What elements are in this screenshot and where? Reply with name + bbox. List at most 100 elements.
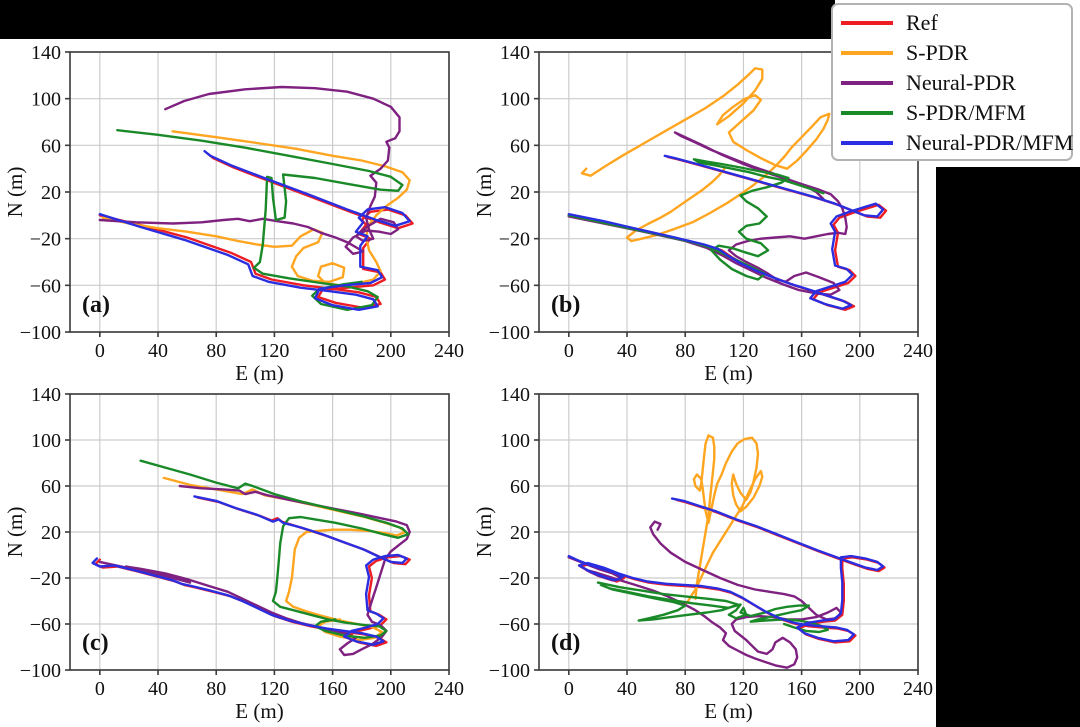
x-tick-label: 40 xyxy=(617,340,637,362)
y-tick-label: −60 xyxy=(30,275,61,297)
y-tick-label: −20 xyxy=(30,229,61,251)
legend-line-swatch xyxy=(841,111,893,115)
x-tick-label: 40 xyxy=(617,678,637,700)
x-tick-label: 80 xyxy=(675,678,695,700)
x-tick-label: 120 xyxy=(728,678,758,700)
subplot-letter: (a) xyxy=(82,292,110,318)
series-neural-pdr-mfm-line xyxy=(567,154,885,310)
y-tick-label: −20 xyxy=(499,568,530,590)
legend-label: S-PDR xyxy=(906,40,969,65)
series-s-pdr-mfm-line xyxy=(139,459,410,639)
y-tick-label: −100 xyxy=(489,322,530,344)
legend: Ref S-PDR Neural-PDR S-PDR/MFM Neural-PDR/MF… xyxy=(831,3,1073,161)
y-tick-label: 140 xyxy=(500,384,530,406)
y-tick-label: 20 xyxy=(41,182,61,204)
subplot-letter: (c) xyxy=(82,630,109,656)
y-tick-label: 60 xyxy=(510,476,530,498)
tick-marks xyxy=(65,393,450,675)
x-axis-label: E (m) xyxy=(235,699,283,723)
y-tick-label: 100 xyxy=(500,430,530,452)
tick-labels: 0 40 80 120 160 200 240 −100 −60 −20 20 60 100 140 xyxy=(20,42,464,362)
x-tick-label: 200 xyxy=(845,340,875,362)
x-axis-label: E (m) xyxy=(704,699,752,723)
y-tick-label: 20 xyxy=(41,522,61,544)
y-tick-label: 100 xyxy=(31,89,61,111)
y-tick-label: 60 xyxy=(41,476,61,498)
tick-marks xyxy=(65,51,450,337)
series-ref-line xyxy=(98,152,414,309)
series-neural-pdr-line xyxy=(98,85,401,256)
y-tick-label: −100 xyxy=(489,660,530,682)
series-s-pdr-mfm-line xyxy=(596,581,829,634)
series-neural-pdr-line xyxy=(567,520,843,669)
series-neural-pdr-mfm-line xyxy=(567,497,885,643)
series-s-pdr-line xyxy=(684,434,764,606)
legend-label: Neural-PDR xyxy=(906,70,1016,95)
tick-labels: 0 40 80 120 160 200 240 −100 −60 −20 20 60 100 140 xyxy=(489,384,933,700)
x-tick-label: 120 xyxy=(259,340,289,362)
subplot-c: 0 40 80 120 160 200 240 −100 −60 −20 20 60 100 140 E (… xyxy=(3,384,464,723)
y-tick-label: 100 xyxy=(31,430,61,452)
x-tick-label: 240 xyxy=(903,340,933,362)
x-tick-label: 200 xyxy=(376,678,406,700)
legend-line-swatch xyxy=(841,81,893,85)
y-tick-label: 20 xyxy=(510,182,530,204)
subplot-a: 0 40 80 120 160 200 240 −100 −60 −20 20 60 100 140 E (… xyxy=(3,42,464,385)
x-tick-label: 160 xyxy=(787,340,817,362)
x-tick-label: 0 xyxy=(564,340,574,362)
tick-labels: 0 40 80 120 160 200 240 −100 −60 −20 20 60 100 140 xyxy=(20,384,464,700)
y-tick-label: 60 xyxy=(41,135,61,157)
legend-line-swatch xyxy=(841,141,893,145)
y-axis-label: N (m) xyxy=(472,507,496,558)
y-tick-label: −60 xyxy=(499,614,530,636)
x-tick-label: 120 xyxy=(259,678,289,700)
subplot-d: 0 40 80 120 160 200 240 −100 −60 −20 20 60 100 140 E (… xyxy=(472,384,933,723)
tick-marks xyxy=(534,51,919,337)
legend-label: S-PDR/MFM xyxy=(906,100,1026,125)
y-tick-label: −100 xyxy=(20,660,61,682)
legend-label: Neural-PDR/MFM xyxy=(906,130,1074,155)
legend-item-ref: Ref xyxy=(833,8,1071,38)
x-tick-label: 240 xyxy=(434,340,464,362)
y-tick-label: 20 xyxy=(510,522,530,544)
legend-item-neural-pdr-mfm: Neural-PDR/MFM xyxy=(833,128,1074,158)
x-tick-label: 0 xyxy=(564,678,574,700)
x-tick-label: 200 xyxy=(845,678,875,700)
y-tick-label: −20 xyxy=(499,229,530,251)
x-tick-label: 160 xyxy=(318,678,348,700)
series-s-pdr-line xyxy=(580,67,831,243)
series-s-pdr-mfm-line xyxy=(116,128,404,311)
x-tick-label: 240 xyxy=(434,678,464,700)
y-tick-label: −60 xyxy=(30,614,61,636)
legend-line-swatch xyxy=(841,21,893,25)
y-axis-label: N (m) xyxy=(472,167,496,218)
legend-label: Ref xyxy=(906,10,938,35)
y-tick-label: 140 xyxy=(31,42,61,64)
x-tick-label: 160 xyxy=(787,678,817,700)
x-tick-label: 160 xyxy=(318,340,348,362)
x-tick-label: 80 xyxy=(206,340,226,362)
x-tick-label: 240 xyxy=(903,678,933,700)
y-tick-label: −100 xyxy=(20,322,61,344)
y-tick-label: −60 xyxy=(499,275,530,297)
x-tick-label: 0 xyxy=(95,340,105,362)
legend-item-s-pdr-mfm: S-PDR/MFM xyxy=(833,98,1071,128)
y-tick-label: 60 xyxy=(510,135,530,157)
x-axis-label: E (m) xyxy=(704,361,752,385)
legend-item-s-pdr: S-PDR xyxy=(833,38,1071,68)
y-tick-label: 140 xyxy=(500,42,530,64)
y-tick-label: −20 xyxy=(30,568,61,590)
x-axis-label: E (m) xyxy=(235,361,283,385)
x-tick-label: 40 xyxy=(148,340,168,362)
x-tick-label: 120 xyxy=(728,340,758,362)
tick-marks xyxy=(534,393,919,675)
tick-labels: 0 40 80 120 160 200 240 −100 −60 −20 20 60 100 140 xyxy=(489,42,933,362)
y-axis-label: N (m) xyxy=(3,167,27,218)
series-neural-pdr-mfm-line xyxy=(98,149,411,311)
series-neural-pdr-mfm-line xyxy=(91,495,408,646)
x-tick-label: 80 xyxy=(206,678,226,700)
y-tick-label: 140 xyxy=(31,384,61,406)
x-tick-label: 40 xyxy=(148,678,168,700)
legend-line-swatch xyxy=(841,51,893,55)
